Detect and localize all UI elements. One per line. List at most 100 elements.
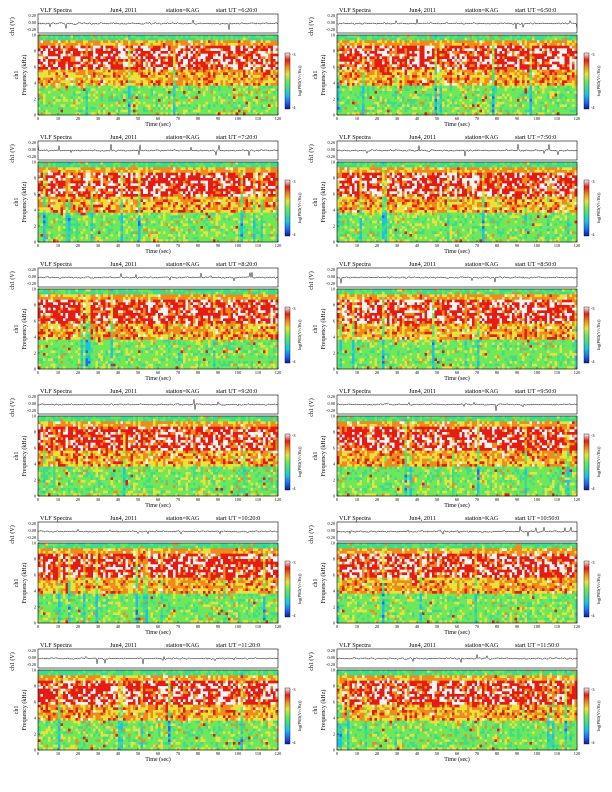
panel-date: Jun4, 2011 [110, 134, 137, 141]
colorbar [285, 561, 290, 617]
panel-date: Jun4, 2011 [110, 388, 137, 395]
y-tick-label: 2 [333, 478, 335, 483]
x-tick-label: 20 [76, 116, 80, 121]
panel-station: station=KAG [465, 261, 499, 268]
x-axis-label: Time (sec) [145, 375, 171, 382]
waveform-axis-label: ch1 (V) [9, 17, 16, 36]
y-tick-label: 2 [34, 224, 36, 229]
spectrogram-image [38, 670, 278, 750]
y-tick-label: 2 [333, 351, 335, 356]
x-tick-label: 120 [275, 624, 281, 629]
x-tick-label: 50 [435, 116, 439, 121]
colorbar-tick-label: -3 [292, 687, 296, 692]
x-tick-label: 100 [235, 370, 241, 375]
waveform-tick-label: 0.00 [327, 20, 335, 25]
colorbar-tick-label: -3 [292, 52, 296, 57]
y-tick-label: 0 [333, 748, 335, 753]
panel-start-time: start UT =8:50:0 [515, 261, 556, 268]
y-tick-label: 10 [331, 160, 335, 165]
channel-label: ch1 [14, 706, 20, 715]
spectrogram-panel: VLF Spectra Jun4, 2011 station=KAG start UT… [308, 388, 601, 509]
x-tick-label: 0 [336, 370, 338, 375]
x-tick-label: 100 [235, 624, 241, 629]
colorbar-tick-label: -3 [591, 687, 595, 692]
x-tick-label: 110 [554, 116, 560, 121]
x-tick-label: 110 [554, 751, 560, 756]
y-tick-label: 4 [34, 716, 37, 721]
y-tick-label: 8 [34, 49, 36, 54]
waveform-tick-label: 0.00 [327, 147, 335, 152]
channel-label: ch1 [313, 579, 319, 588]
x-tick-label: 40 [116, 751, 120, 756]
waveform-tick-label: -0.20 [326, 535, 335, 540]
y-tick-label: 6 [34, 319, 37, 324]
x-tick-label: 30 [395, 243, 399, 248]
x-tick-label: 40 [116, 370, 120, 375]
x-tick-label: 110 [255, 243, 261, 248]
colorbar-label: log(PSD(V/√Hz)) [297, 319, 302, 350]
channel-label: ch1 [313, 325, 319, 334]
waveform-tick-label: 0.20 [28, 267, 36, 272]
waveform-tick-label: -0.20 [27, 408, 36, 413]
x-tick-label: 50 [136, 751, 140, 756]
colorbar-label: log(PSD(V/√Hz)) [596, 192, 601, 223]
colorbar-tick-label: -3 [292, 179, 296, 184]
x-tick-label: 70 [475, 116, 479, 121]
spectrogram-panel: VLF Spectra Jun4, 2011 station=KAG start UT… [9, 388, 302, 509]
x-tick-label: 110 [255, 370, 261, 375]
panel-station: station=KAG [166, 134, 200, 141]
waveform-tick-label: 0.20 [28, 13, 36, 18]
y-tick-label: 2 [333, 605, 335, 610]
y-axis-label: Frequency (kHz) [21, 182, 28, 223]
x-tick-label: 50 [435, 243, 439, 248]
y-tick-label: 0 [333, 367, 335, 372]
colorbar [285, 688, 290, 744]
x-tick-label: 60 [455, 624, 459, 629]
waveform-tick-label: 0.00 [28, 655, 36, 660]
x-axis-label: Time (sec) [444, 629, 470, 636]
x-axis-label: Time (sec) [444, 502, 470, 509]
y-tick-label: 4 [34, 208, 37, 213]
waveform-axis-label: ch1 (V) [308, 398, 315, 417]
x-tick-label: 0 [336, 243, 338, 248]
x-tick-label: 90 [216, 116, 220, 121]
x-tick-label: 100 [235, 497, 241, 502]
panel-date: Jun4, 2011 [409, 261, 436, 268]
y-axis-label: Frequency (kHz) [320, 563, 327, 604]
y-tick-label: 0 [34, 113, 36, 118]
x-tick-label: 70 [176, 116, 180, 121]
x-tick-label: 40 [116, 497, 120, 502]
x-tick-label: 120 [574, 751, 580, 756]
spectrogram-image [38, 543, 278, 623]
colorbar [584, 688, 589, 744]
x-tick-label: 120 [275, 370, 281, 375]
x-tick-label: 10 [56, 751, 60, 756]
x-tick-label: 100 [534, 370, 540, 375]
x-tick-label: 90 [216, 751, 220, 756]
spectrogram-image [337, 416, 577, 496]
y-tick-label: 2 [333, 224, 335, 229]
x-tick-label: 120 [275, 751, 281, 756]
colorbar-tick-label: -4 [292, 359, 296, 364]
x-tick-label: 80 [495, 116, 499, 121]
x-tick-label: 10 [355, 751, 359, 756]
x-tick-label: 30 [96, 751, 100, 756]
x-tick-label: 0 [336, 116, 338, 121]
spectrogram-image [337, 543, 577, 623]
x-axis-label: Time (sec) [444, 121, 470, 128]
spectrogram-image [337, 162, 577, 242]
x-tick-label: 60 [455, 497, 459, 502]
colorbar [285, 180, 290, 236]
colorbar-tick-label: -4 [591, 232, 595, 237]
spectrogram-panel: VLF Spectra Jun4, 2011 station=KAG start UT… [308, 7, 601, 128]
x-tick-label: 70 [475, 370, 479, 375]
x-axis-label: Time (sec) [145, 121, 171, 128]
waveform-axis-label: ch1 (V) [9, 398, 16, 417]
x-tick-label: 30 [395, 116, 399, 121]
y-axis-label: Frequency (kHz) [320, 309, 327, 350]
panel-date: Jun4, 2011 [110, 515, 137, 522]
spectrogram-panel: VLF Spectra Jun4, 2011 station=KAG start UT… [308, 261, 601, 382]
panel-title: VLF Spectra [40, 642, 72, 649]
y-tick-label: 8 [34, 430, 36, 435]
spectrogram-panel: VLF Spectra Jun4, 2011 station=KAG start UT… [9, 642, 302, 763]
